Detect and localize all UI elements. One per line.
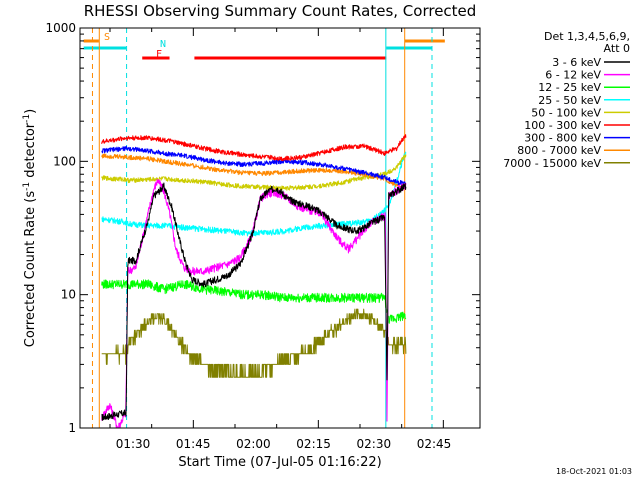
legend-label: 12 - 25 keV [538,81,601,94]
legend-label: 300 - 800 keV [524,132,601,145]
flag-label-n: N [160,39,166,50]
x-tick-label: 02:15 [296,437,331,451]
observing-flags: S NF [83,32,445,60]
x-axis-label: Start Time (07-Jul-05 01:16:22) [178,455,381,470]
legend-label: 25 - 50 keV [538,94,601,107]
x-tick-label: 01:30 [116,437,151,451]
flag-label-f: F [156,49,162,60]
plot-frame [79,27,481,429]
y-tick-label: 100 [53,154,76,168]
y-tick-label: 1 [68,421,76,435]
x-tick-label: 01:45 [176,437,211,451]
series-line-800-7000-kev [101,153,407,190]
generation-timestamp: 18-Oct-2021 01:03 [556,467,632,476]
series-line-25-50-kev [101,151,407,237]
series-line-100-300-kev [101,134,407,162]
legend-header-line-2: Att 0 [604,42,630,55]
chart-title: RHESSI Observing Summary Count Rates, Co… [84,2,477,20]
legend-label: 3 - 6 keV [552,56,601,69]
series-line-7000-15000-kev [101,308,407,378]
flag-label-s: S [104,32,110,43]
x-tick-label: 02:00 [236,437,271,451]
legend-label: 800 - 7000 keV [517,144,601,157]
legend-header-line-1: Det 1,3,4,5,6,9, [544,30,630,43]
x-tick-label: 02:45 [417,437,452,451]
legend-label: 100 - 300 keV [524,119,601,132]
series-line-12-25-kev [101,279,407,324]
legend-label: 50 - 100 keV [531,106,601,119]
series-line-50-100-kev [101,154,407,191]
series-line-3-6-kev [101,182,407,421]
y-axis-label: Corrected Count Rate (s-1 detector-1) [22,109,38,347]
series-line-300-800-kev [101,145,407,186]
y-tick-label: 10 [61,288,76,302]
series-layer [101,134,407,429]
x-tick-label: 02:30 [357,437,392,451]
legend-label: 6 - 12 keV [545,69,601,82]
legend-label: 7000 - 15000 keV [503,157,601,170]
y-axis-ticks: 1 10 100 1000 [45,21,480,435]
x-axis-ticks: 01:30 01:45 02:00 02:15 02:30 02:45 [109,28,452,451]
y-tick-label: 1000 [45,21,76,35]
